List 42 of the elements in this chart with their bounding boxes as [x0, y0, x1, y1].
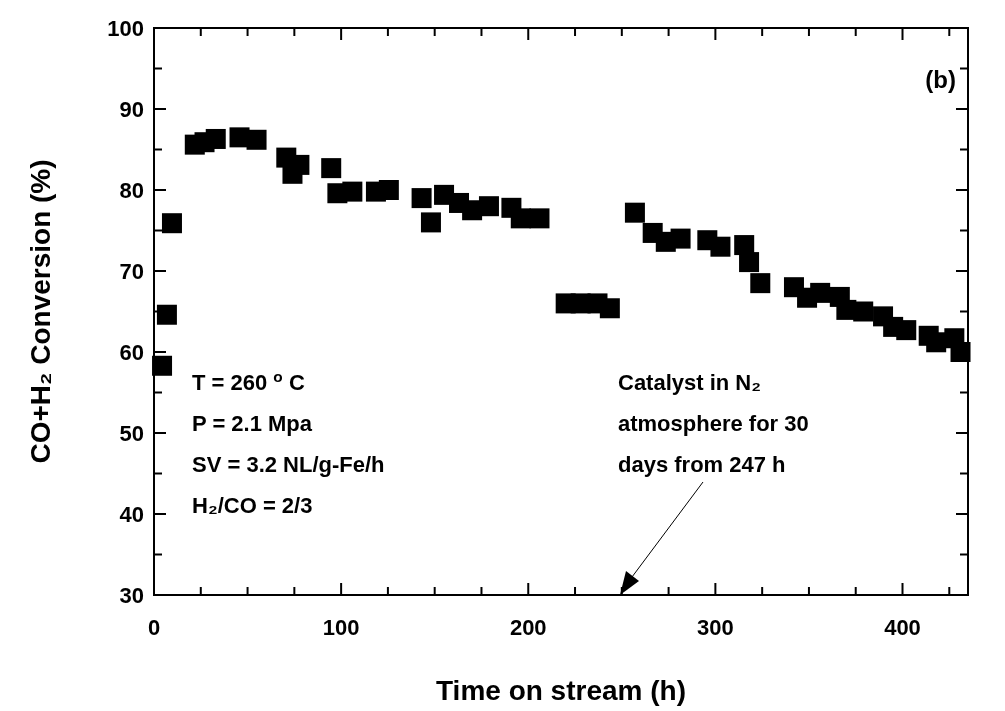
x-tick-label: 400 [884, 615, 921, 640]
point [205, 128, 226, 149]
point [853, 301, 874, 322]
annotation: P = 2.1 Mpa [192, 411, 313, 436]
annotation: SV = 3.2 NL/g-Fe/h [192, 452, 385, 477]
y-tick-label: 100 [107, 16, 144, 41]
point [529, 208, 550, 229]
point [161, 213, 182, 234]
y-axis-title: CO+H₂ Conversion (%) [25, 159, 56, 464]
point [321, 158, 342, 179]
y-tick-label: 70 [119, 259, 144, 284]
x-tick-label: 100 [322, 615, 360, 640]
point [896, 320, 917, 341]
annotation: H₂/CO = 2/3 [192, 493, 313, 518]
annotation: T = 260 $^{o}$C [192, 367, 305, 395]
point [156, 304, 177, 325]
point [420, 212, 441, 233]
annotation: (b) [925, 66, 956, 93]
point [246, 129, 267, 150]
point [378, 180, 399, 200]
x-tick-label: 300 [697, 615, 734, 640]
point [478, 196, 499, 217]
point [342, 181, 363, 202]
point [411, 188, 432, 209]
x-tick-label: 0 [147, 615, 161, 640]
y-tick-label: 50 [119, 421, 144, 446]
point [750, 273, 771, 294]
point [950, 342, 971, 362]
x-tick-label: 200 [509, 615, 547, 640]
point [599, 298, 620, 319]
y-tick-label: 40 [119, 502, 144, 527]
annotation: Catalyst in N₂ atmosphere for 30 days from 247 h [618, 370, 809, 477]
x-axis-title: Time on stream (h) [436, 675, 686, 706]
point [624, 202, 645, 223]
y-tick-label: 60 [119, 340, 144, 365]
y-tick-label: 90 [119, 97, 144, 122]
y-tick-label: 30 [119, 583, 144, 608]
y-tick-label: 80 [119, 178, 144, 203]
point [739, 252, 760, 273]
point [670, 228, 691, 249]
point [152, 355, 173, 376]
point [710, 236, 731, 257]
